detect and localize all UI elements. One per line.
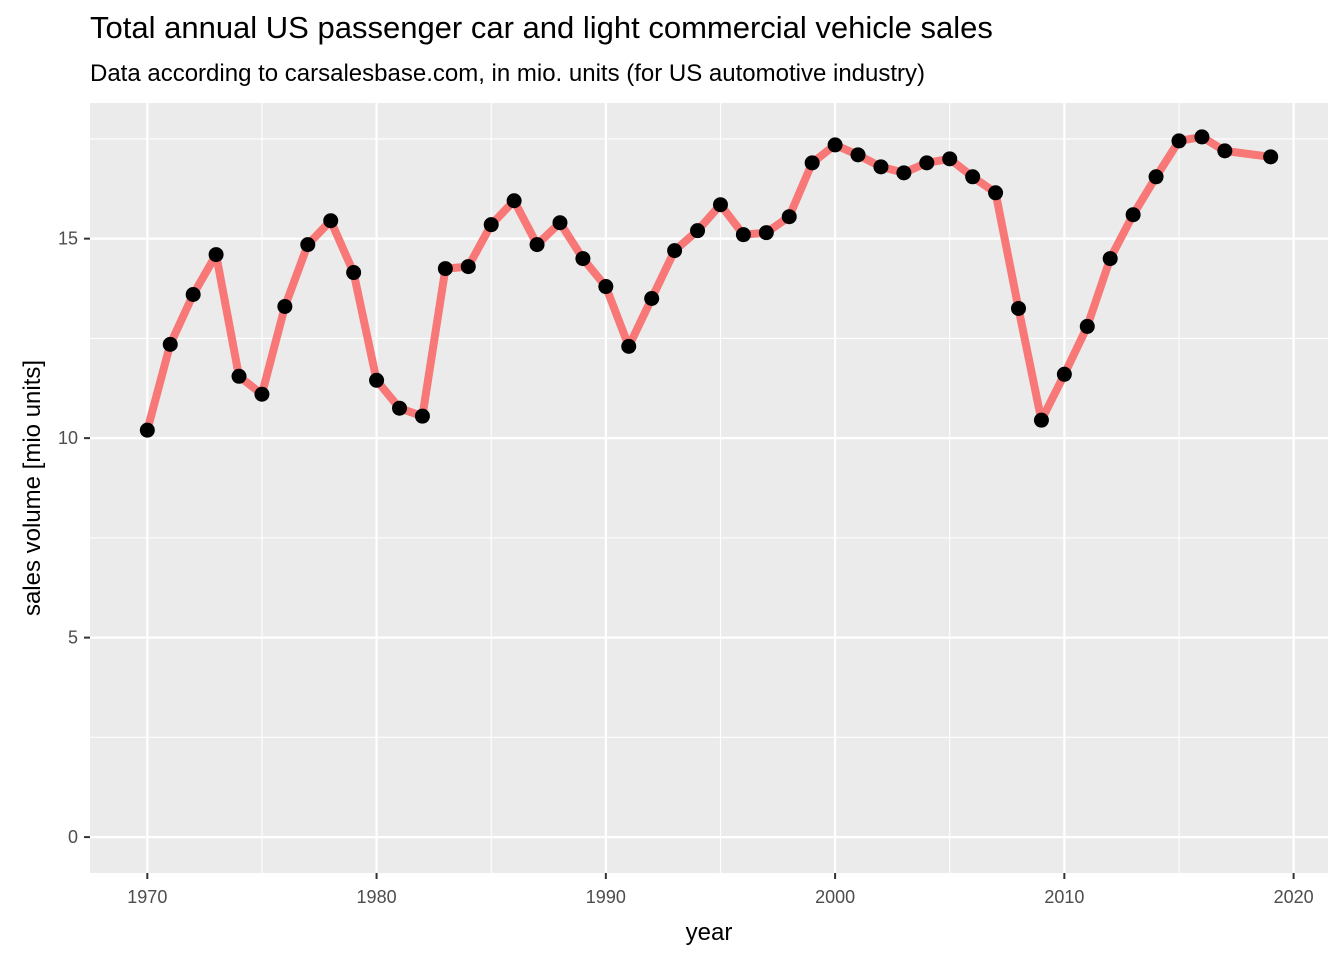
data-points (139, 129, 1279, 438)
data-point (346, 265, 362, 281)
data-point (277, 298, 293, 314)
y-tick-labels: 0 5 10 15 (58, 229, 78, 847)
data-point (552, 215, 568, 231)
data-point (1125, 207, 1141, 223)
data-point (988, 185, 1004, 201)
data-point (873, 159, 889, 175)
data-point (162, 336, 178, 352)
data-point (1079, 318, 1095, 334)
x-axis-title: year (686, 919, 733, 946)
data-point (1011, 300, 1026, 316)
data-point (965, 169, 981, 185)
data-point (460, 259, 476, 275)
data-point (323, 213, 339, 229)
data-point (896, 165, 912, 181)
data-point (414, 408, 430, 424)
y-tick-label: 10 (58, 428, 78, 448)
data-point (1194, 129, 1210, 145)
data-point (300, 237, 316, 253)
x-tick-label: 2000 (815, 887, 855, 907)
data-point (827, 137, 843, 153)
data-point (942, 151, 958, 167)
data-point (804, 155, 820, 171)
data-point (758, 225, 774, 241)
x-tick-label: 1970 (127, 887, 167, 907)
data-point (506, 193, 522, 209)
data-point (139, 422, 155, 438)
data-point (712, 197, 728, 213)
chart-subtitle: Data according to carsalesbase.com, in m… (90, 60, 926, 87)
data-point (392, 400, 407, 416)
data-point (919, 155, 935, 171)
data-point (231, 368, 247, 384)
axis-ticks (84, 237, 1295, 879)
data-point (781, 209, 797, 225)
data-point (1056, 366, 1072, 382)
x-tick-label: 1980 (357, 887, 397, 907)
data-point (437, 261, 453, 277)
data-point (254, 386, 270, 402)
data-point (735, 227, 751, 243)
data-point (850, 147, 866, 163)
data-point (208, 247, 224, 263)
y-tick-label: 0 (68, 827, 78, 847)
y-tick-label: 5 (68, 628, 78, 648)
data-point (1171, 133, 1187, 149)
y-tick-label: 15 (58, 229, 78, 249)
x-tick-label: 2020 (1274, 887, 1314, 907)
data-point (690, 223, 706, 239)
data-point (644, 290, 660, 306)
data-point (1102, 251, 1118, 267)
y-axis-title: sales volume [mio units] (19, 360, 46, 616)
data-point (369, 372, 385, 388)
data-point (1033, 412, 1049, 428)
x-tick-labels: 1970 1980 1990 2000 2010 2020 (127, 887, 1313, 907)
chart-title: Total annual US passenger car and light … (90, 10, 993, 45)
data-point (529, 237, 545, 253)
x-tick-label: 1990 (586, 887, 626, 907)
data-point (185, 287, 201, 303)
data-point (1263, 149, 1279, 165)
data-point (1217, 143, 1233, 159)
data-point (483, 217, 499, 233)
data-point (575, 251, 591, 267)
x-tick-label: 2010 (1044, 887, 1084, 907)
data-point (621, 338, 637, 354)
data-point (598, 279, 614, 295)
data-point (1148, 169, 1164, 185)
data-point (667, 243, 683, 259)
major-gridlines (90, 103, 1328, 873)
